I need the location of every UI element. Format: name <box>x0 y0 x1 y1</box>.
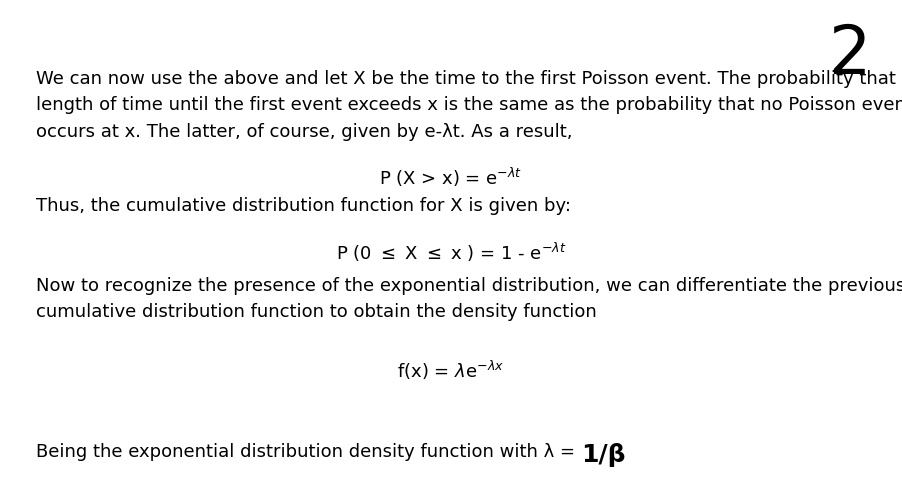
Text: P (0 $\leq$ X $\leq$ x ) = 1 - e$^{-\lambda t}$: P (0 $\leq$ X $\leq$ x ) = 1 - e$^{-\lam… <box>336 240 566 263</box>
Text: f(x) = $\lambda$e$^{-\lambda x}$: f(x) = $\lambda$e$^{-\lambda x}$ <box>398 358 504 381</box>
Text: 1/β: 1/β <box>581 442 625 466</box>
Text: Now to recognize the presence of the exponential distribution, we can differenti: Now to recognize the presence of the exp… <box>36 276 902 320</box>
Text: Being the exponential distribution density function with λ =: Being the exponential distribution densi… <box>36 442 581 459</box>
Text: We can now use the above and let X be the time to the first Poisson event. The p: We can now use the above and let X be th… <box>36 70 902 140</box>
Text: Thus, the cumulative distribution function for X is given by:: Thus, the cumulative distribution functi… <box>36 197 571 215</box>
Text: 2: 2 <box>828 22 870 87</box>
Text: P (X > x) = e$^{-\lambda t}$: P (X > x) = e$^{-\lambda t}$ <box>380 166 522 189</box>
